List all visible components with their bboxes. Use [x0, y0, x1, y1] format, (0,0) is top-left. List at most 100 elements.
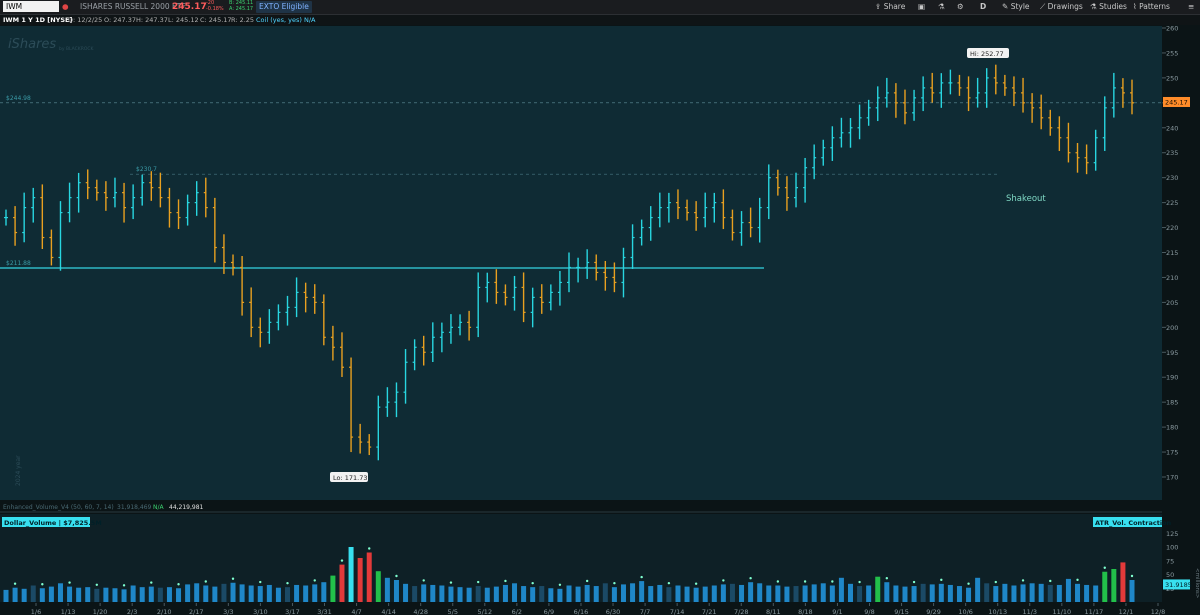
- open-value: O: 247.37: [104, 16, 137, 24]
- volume-dot: [177, 583, 180, 586]
- x-tick-label: 5/5: [448, 608, 458, 615]
- volume-dot: [1076, 578, 1079, 582]
- last-price-tag-label: 245.17: [1165, 98, 1188, 106]
- volume-bar: [48, 586, 54, 602]
- range-value: R: 2.25: [231, 16, 255, 24]
- x-tick-label: 7/21: [702, 608, 717, 615]
- symbol-input[interactable]: IWM: [3, 1, 59, 12]
- alert-icon[interactable]: ●: [62, 2, 69, 11]
- volume-dot: [1103, 566, 1106, 569]
- x-tick-label: 12/8: [1151, 608, 1166, 615]
- volume-bar: [857, 586, 863, 602]
- y-tick-label: 200: [1166, 324, 1178, 332]
- volume-dot: [340, 559, 344, 562]
- volume-bar: [94, 588, 100, 602]
- volume-bar: [21, 588, 27, 602]
- volume-bar: [521, 586, 527, 602]
- volume-dot: [449, 581, 453, 584]
- studies-button[interactable]: ⚗ Studies: [1090, 2, 1127, 11]
- volume-bar: [1011, 585, 1017, 602]
- coil-badge: Coil (yes, yes): [256, 16, 302, 24]
- volume-last-tag: [1163, 579, 1190, 590]
- volume-dot: [422, 579, 425, 582]
- volume-dot: [640, 575, 643, 579]
- y-tick-label: 185: [1166, 399, 1178, 407]
- patterns-icon: ⌇: [1133, 2, 1137, 11]
- volume-dot: [504, 579, 507, 583]
- volume-bar: [875, 576, 881, 602]
- x-tick-label: 9/8: [864, 608, 874, 615]
- volume-dot: [613, 581, 616, 585]
- volume-bar: [475, 586, 481, 602]
- volume-bar: [112, 588, 118, 602]
- volume-bar: [947, 584, 953, 602]
- style-button[interactable]: ✎ Style: [1002, 2, 1030, 11]
- x-tick-label: 7/14: [670, 608, 685, 615]
- volume-bar: [748, 582, 754, 602]
- menu-icon[interactable]: ≡: [1188, 2, 1195, 11]
- studies-icon: ⚗: [1090, 2, 1097, 11]
- top-toolbar: IWM ● ISHARES RUSSELL 2000 ETF 245.17 -2…: [0, 0, 1200, 15]
- volume-dot: [967, 582, 970, 585]
- volume-bar: [230, 582, 236, 602]
- volume-tick-label: 75: [1166, 557, 1174, 565]
- volume-bar: [630, 583, 636, 602]
- aggregation-button[interactable]: D: [980, 2, 987, 11]
- x-tick-label: 3/3: [223, 608, 233, 615]
- watermark-sub: by BLACKROCK: [59, 46, 95, 52]
- volume-dot: [885, 577, 889, 580]
- volume-bar: [375, 571, 381, 602]
- volume-bar: [666, 587, 672, 602]
- drawings-button[interactable]: ⟋ Drawings: [1040, 2, 1083, 11]
- level-label: $244.98: [6, 95, 31, 102]
- volume-bar: [557, 588, 563, 602]
- volume-bar: [1029, 583, 1035, 602]
- x-tick-label: 11/17: [1085, 608, 1104, 615]
- gear-icon[interactable]: ⚙: [957, 2, 964, 11]
- volume-dot: [286, 581, 289, 585]
- volume-bar: [130, 585, 136, 602]
- atr-badge: [1093, 517, 1162, 527]
- volume-bar: [1002, 583, 1008, 602]
- bid-ask: B: 245.11 A: 245.17: [229, 0, 254, 12]
- volume-last-label: 31.9185: [1165, 581, 1192, 589]
- volume-value-2: 44,219,981: [169, 504, 204, 511]
- volume-dot: [95, 583, 99, 586]
- y-tick-label: 170: [1166, 474, 1178, 482]
- volume-bar: [275, 587, 281, 602]
- print-icon[interactable]: ▣: [918, 2, 926, 11]
- volume-bar: [294, 584, 300, 602]
- volume-bar: [584, 584, 590, 602]
- x-tick-label: 3/17: [285, 608, 300, 615]
- price-chart[interactable]: iShares by BLACKROCK 2024 year $244.98 $2…: [0, 26, 1200, 615]
- volume-bar: [157, 587, 163, 602]
- volume-bar: [675, 585, 681, 602]
- volume-bar: [221, 583, 227, 602]
- y-tick-label: 230: [1166, 174, 1178, 182]
- volume-bar: [39, 588, 45, 602]
- x-tick-label: 2/17: [189, 608, 204, 615]
- y-tick-label: 190: [1166, 374, 1178, 382]
- volume-dot: [1130, 574, 1134, 578]
- volume-dot: [13, 582, 17, 585]
- volume-bar: [648, 586, 654, 602]
- volume-dot: [749, 577, 752, 580]
- volume-bar: [493, 586, 499, 602]
- volume-value-1: 31,918,469: [117, 504, 152, 511]
- patterns-button[interactable]: ⌇ Patterns: [1133, 2, 1170, 11]
- volume-dot: [585, 579, 589, 583]
- volume-bar: [884, 582, 890, 602]
- flask-icon[interactable]: ⚗: [938, 2, 945, 11]
- x-tick-label: 6/30: [606, 608, 621, 615]
- volume-bar: [3, 589, 9, 602]
- volume-bar: [611, 587, 617, 602]
- volume-bar: [166, 587, 172, 602]
- volume-dot: [940, 578, 943, 582]
- volume-bar: [330, 575, 336, 602]
- volume-bar: [30, 585, 36, 602]
- y-tick-label: 180: [1166, 424, 1178, 432]
- x-tick-label: 9/1: [832, 608, 842, 615]
- x-tick-label: 4/7: [351, 608, 361, 615]
- y-tick-label: 195: [1166, 349, 1178, 357]
- share-button[interactable]: ⇪ Share: [875, 2, 906, 11]
